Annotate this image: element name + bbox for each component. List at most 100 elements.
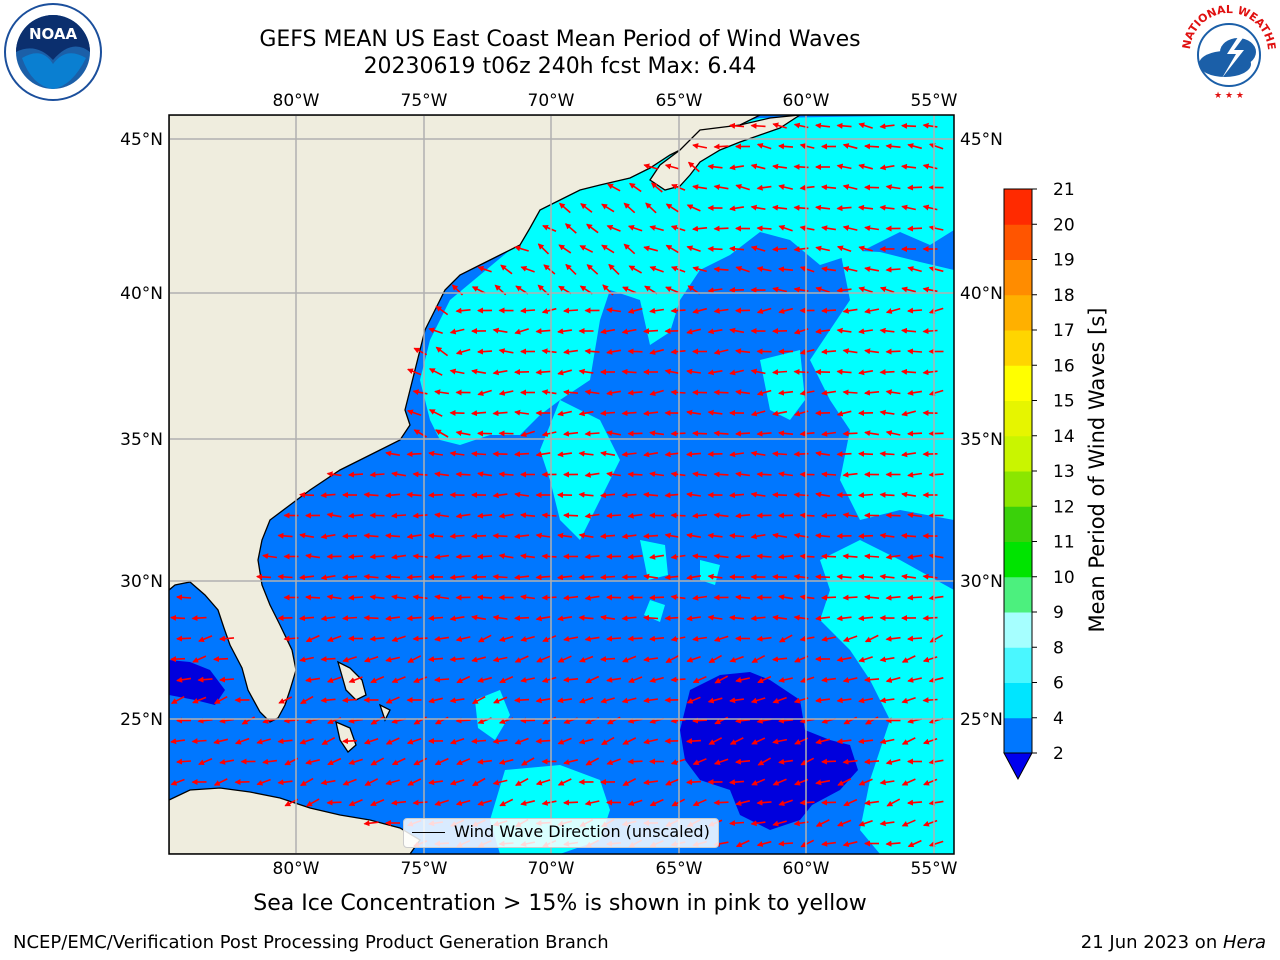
wave-direction-arrow — [348, 676, 363, 684]
wave-direction-arrow — [879, 409, 895, 416]
wave-direction-arrow — [493, 696, 508, 704]
wave-direction-arrow — [729, 820, 745, 827]
wave-direction-arrow — [578, 614, 594, 621]
wave-direction-arrow — [320, 779, 336, 786]
wave-direction-arrow — [499, 675, 514, 684]
wave-direction-arrow — [434, 553, 450, 560]
lon-label-top: 65°W — [656, 91, 703, 111]
wave-direction-arrow — [606, 676, 622, 683]
colorbar-tick-label: 6 — [1053, 674, 1064, 694]
wave-direction-arrow — [879, 820, 895, 827]
wave-direction-arrow — [406, 491, 422, 498]
wave-direction-arrow — [477, 512, 493, 519]
wave-direction-arrow — [692, 266, 707, 273]
wave-direction-arrow — [729, 655, 744, 663]
wave-direction-arrow — [320, 697, 336, 704]
wave-direction-arrow — [584, 430, 600, 437]
wave-direction-arrow — [751, 737, 766, 745]
wave-direction-arrow — [369, 635, 385, 642]
wave-direction-arrow — [858, 122, 873, 129]
wave-direction-arrow — [498, 553, 514, 560]
wave-direction-arrow — [772, 573, 788, 580]
wave-direction-arrow — [879, 123, 895, 130]
wave-direction-arrow — [922, 286, 938, 293]
wave-direction-arrow — [564, 223, 577, 234]
colorbar-tick-label: 17 — [1053, 321, 1075, 341]
wave-direction-arrow — [585, 675, 600, 684]
wave-direction-arrow — [256, 573, 272, 580]
wave-direction-arrow — [643, 697, 659, 704]
wave-direction-arrow — [928, 266, 944, 273]
wave-direction-arrow — [191, 615, 207, 622]
wave-direction-arrow — [821, 635, 836, 642]
wave-direction-arrow — [449, 615, 465, 622]
wave-direction-arrow — [842, 635, 858, 643]
wave-direction-arrow — [643, 163, 658, 170]
wave-direction-arrow — [520, 265, 535, 273]
wave-direction-arrow — [729, 779, 745, 786]
wave-direction-arrow — [750, 697, 766, 704]
wave-direction-arrow — [735, 717, 751, 724]
colorbar-segment — [1004, 682, 1032, 719]
wave-direction-arrow — [600, 328, 616, 335]
wave-direction-arrow — [885, 348, 901, 355]
wave-direction-arrow — [729, 697, 745, 704]
wave-direction-arrow — [514, 574, 530, 581]
lat-label-left: 40°N — [120, 284, 163, 304]
wave-direction-arrow — [649, 389, 664, 396]
colorbar-segment — [1004, 224, 1032, 260]
wave-direction-arrow — [606, 389, 622, 396]
colorbar-segment — [1004, 541, 1032, 578]
wave-direction-arrow — [729, 369, 744, 376]
wave-direction-arrow — [772, 532, 788, 539]
wave-direction-arrow — [606, 348, 622, 355]
wave-direction-arrow — [520, 430, 535, 437]
wave-direction-arrow — [907, 184, 923, 191]
wave-direction-arrow — [621, 368, 637, 375]
wave-direction-arrow — [428, 697, 443, 704]
wave-direction-arrow — [492, 656, 508, 663]
wave-direction-arrow — [348, 799, 363, 807]
wave-direction-arrow — [821, 348, 837, 355]
wave-direction-arrow — [176, 635, 192, 642]
wave-direction-arrow — [192, 696, 207, 704]
wave-direction-arrow — [713, 512, 729, 519]
wave-direction-arrow — [836, 615, 852, 622]
wave-direction-arrow — [643, 614, 659, 621]
wave-direction-arrow — [342, 738, 358, 745]
wave-direction-arrow — [901, 122, 917, 129]
wave-direction-arrow — [907, 839, 922, 848]
wave-direction-arrow — [498, 635, 514, 642]
wave-direction-arrow — [622, 286, 637, 294]
wave-direction-arrow — [842, 307, 858, 314]
wave-direction-arrow — [407, 655, 422, 663]
wave-direction-arrow — [471, 450, 487, 457]
wave-direction-arrow — [686, 409, 702, 416]
wave-direction-arrow — [435, 346, 449, 357]
wave-direction-arrow — [778, 799, 793, 806]
wave-direction-arrow — [879, 779, 895, 786]
wave-direction-arrow — [557, 697, 573, 704]
wave-direction-arrow — [922, 163, 938, 170]
wave-direction-arrow — [320, 492, 336, 499]
wave-direction-arrow — [471, 286, 486, 294]
wave-direction-arrow — [305, 634, 320, 643]
colorbar-segment — [1004, 189, 1032, 225]
wave-direction-arrow — [772, 614, 788, 621]
noaa-logo-text: NOAA — [29, 25, 78, 43]
wave-direction-arrow — [600, 492, 616, 499]
wave-direction-arrow — [756, 389, 772, 396]
wave-direction-arrow — [799, 184, 815, 191]
wave-direction-arrow — [600, 410, 616, 417]
lat-label-left: 45°N — [120, 130, 163, 150]
wave-direction-arrow — [305, 553, 321, 560]
wave-direction-arrow — [627, 635, 643, 642]
wave-direction-arrow — [858, 328, 874, 335]
wave-direction-arrow — [514, 328, 529, 335]
wave-direction-arrow — [369, 471, 385, 478]
wave-direction-arrow — [342, 778, 357, 786]
wave-direction-arrow — [627, 471, 643, 478]
wave-direction-arrow — [342, 615, 358, 622]
wave-direction-arrow — [842, 471, 858, 478]
colorbar-segment — [1004, 576, 1032, 613]
